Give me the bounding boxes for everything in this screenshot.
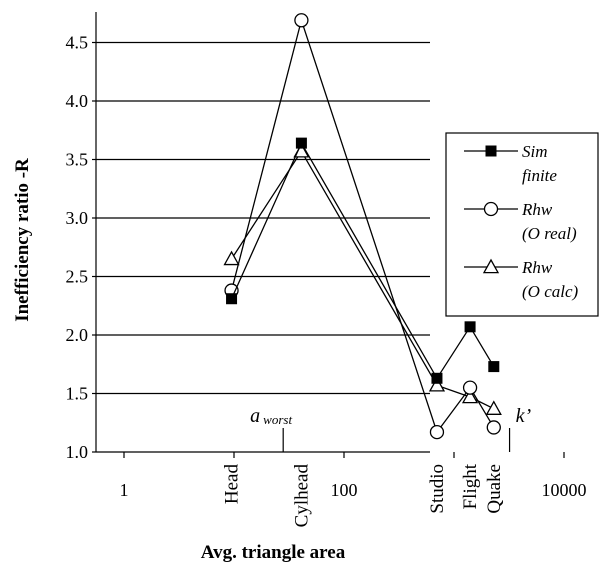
legend: Sim finite Rhw (O real) Rhw (O calc) [445,132,599,317]
legend-entry-0: Sim finite [464,142,557,185]
y-axis-title: Inefficiency ratio -R [12,158,33,322]
legend-box [445,132,599,317]
y-tick-label: 4.5 [66,33,89,53]
y-tick-label: 3.0 [66,208,89,228]
category-label-studio: Studio [427,464,448,514]
y-tick-label: 3.5 [66,150,89,170]
data-point-2-studio [428,376,446,392]
gridlines [96,41,430,395]
legend-label: finite [522,166,557,185]
x-axis-title: Avg. triangle area [201,542,346,563]
legend-label: Rhw [521,200,553,219]
x-tick-label: 10000 [542,480,587,500]
legend-marker-0 [485,145,497,157]
data-point-2-quake [485,400,502,415]
data-point-0-studio [431,372,443,384]
series-layer [223,13,502,440]
legend-label: (O real) [522,224,577,243]
data-point-0-cylhead [295,137,307,149]
y-tick-label: 2.0 [66,325,89,345]
a-worst-label: a [250,405,260,427]
series-0 [226,137,500,384]
legend-label: Rhw [521,258,553,277]
data-point-1-flight [462,380,478,395]
legend-label: (O calc) [522,282,579,301]
data-point-0-flight [464,321,476,333]
legend-marker-2 [482,258,500,274]
category-label-quake: Quake [484,464,505,514]
y-tick-label: 2.5 [66,267,89,287]
legend-entry-1: Rhw (O real) [464,200,577,243]
legend-marker-1 [483,201,499,217]
data-point-2-head [223,250,240,266]
x-tick-label: 1 [120,480,129,500]
k-prime-label: k’ [516,405,532,427]
y-tick-label: 1.0 [66,442,89,462]
data-point-0-quake [488,361,500,373]
legend-entry-2: Rhw (O calc) [464,258,579,301]
y-tick-label: 1.5 [66,384,89,404]
data-point-0-head [226,293,238,305]
data-point-1-studio [429,424,445,440]
category-label-head: Head [222,464,243,505]
category-label-cylhead: Cylhead [291,464,312,528]
a-worst-subscript: worst [263,412,292,427]
legend-label: Sim [522,142,548,161]
y-tick-label: 4.0 [66,91,89,111]
label-layer: 1.0 1.5 2.0 2.5 3.0 3.5 4.0 4.5 1 100 10000 Head Cyl… [12,33,587,564]
data-point-1-quake [486,420,501,435]
category-label-flight: Flight [460,463,481,509]
data-point-2-flight [461,388,479,404]
data-point-1-cylhead [294,13,309,28]
axes [92,12,565,458]
x-tick-label: 100 [331,480,358,500]
